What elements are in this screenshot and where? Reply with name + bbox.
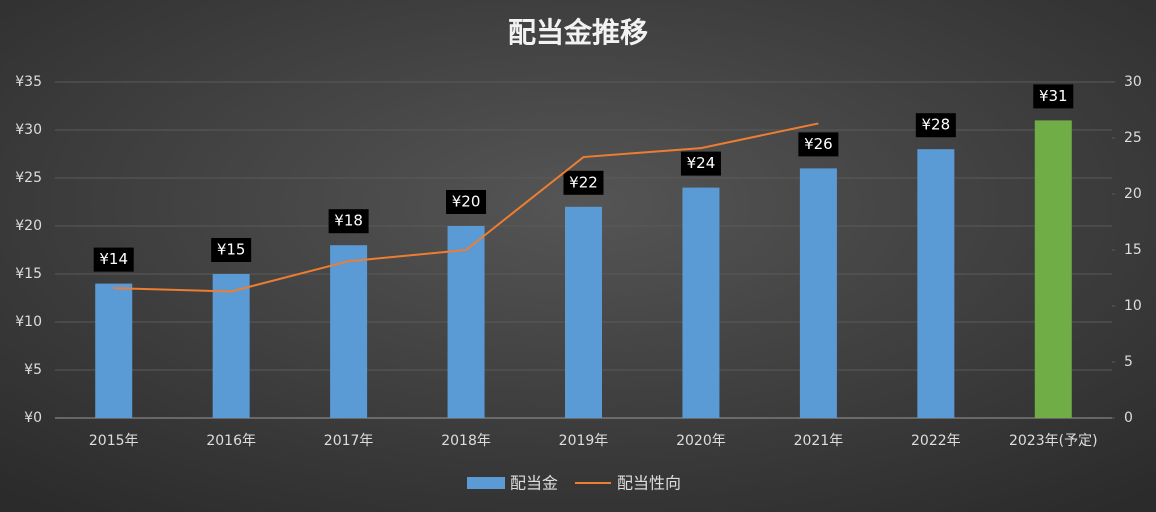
y-tick-label: ¥5 bbox=[24, 362, 42, 378]
bar bbox=[447, 226, 485, 418]
bar bbox=[1034, 120, 1072, 419]
y-tick-label: ¥30 bbox=[15, 122, 42, 138]
y2-tick-label: 20 bbox=[1124, 186, 1142, 202]
data-label: ¥28 bbox=[922, 116, 951, 134]
bar bbox=[682, 187, 720, 418]
data-label-box bbox=[328, 209, 369, 234]
y2-tick-label: 15 bbox=[1124, 242, 1142, 258]
x-tick-label: 2021年 bbox=[794, 433, 844, 449]
bar bbox=[95, 283, 133, 418]
legend-swatch bbox=[467, 477, 505, 489]
y-tick-label: ¥0 bbox=[24, 410, 42, 426]
data-label-box bbox=[798, 132, 839, 157]
bar bbox=[330, 245, 368, 418]
bar bbox=[565, 206, 602, 418]
data-label-box bbox=[563, 170, 604, 195]
data-label: ¥18 bbox=[334, 212, 363, 230]
data-label: ¥31 bbox=[1039, 87, 1068, 105]
x-tick-label: 2019年 bbox=[559, 433, 609, 449]
data-label-box bbox=[1033, 84, 1074, 109]
y-tick-label: ¥35 bbox=[15, 74, 42, 90]
y-tick-label: ¥15 bbox=[15, 266, 42, 282]
y2-tick-label: 5 bbox=[1124, 354, 1133, 370]
y-tick-label: ¥20 bbox=[15, 218, 42, 234]
y-tick-label: ¥25 bbox=[15, 170, 42, 186]
data-label: ¥14 bbox=[99, 250, 128, 268]
legend-label: 配当金 bbox=[510, 474, 558, 493]
x-tick-label: 2020年 bbox=[676, 433, 726, 449]
data-label: ¥26 bbox=[804, 135, 833, 153]
bar bbox=[212, 274, 250, 418]
x-tick-label: 2017年 bbox=[324, 433, 374, 449]
data-label: ¥22 bbox=[569, 173, 598, 191]
chart-title: 配当金推移 bbox=[508, 16, 648, 49]
line bbox=[113, 122, 819, 293]
x-tick-label: 2023年(予定) bbox=[1009, 433, 1098, 449]
x-tick-label: 2022年 bbox=[911, 433, 961, 449]
y2-tick-label: 0 bbox=[1124, 410, 1133, 426]
data-label: ¥24 bbox=[687, 154, 716, 172]
data-label: ¥15 bbox=[217, 241, 246, 259]
x-tick-label: 2016年 bbox=[206, 433, 256, 449]
y2-tick-label: 10 bbox=[1124, 298, 1142, 314]
y2-tick-label: 25 bbox=[1124, 130, 1142, 146]
x-tick-label: 2018年 bbox=[441, 433, 491, 449]
data-label-box bbox=[211, 238, 252, 262]
bar bbox=[917, 149, 955, 418]
x-tick-label: 2015年 bbox=[89, 433, 139, 449]
y-tick-label: ¥10 bbox=[15, 314, 42, 330]
data-label-box bbox=[446, 190, 487, 214]
y2-tick-label: 30 bbox=[1124, 74, 1142, 90]
data-label-box bbox=[915, 113, 956, 138]
bar bbox=[799, 168, 837, 418]
legend-label: 配当性向 bbox=[617, 474, 681, 493]
data-label: ¥20 bbox=[452, 193, 481, 211]
data-label-box bbox=[680, 151, 721, 176]
data-label-box bbox=[93, 247, 134, 272]
